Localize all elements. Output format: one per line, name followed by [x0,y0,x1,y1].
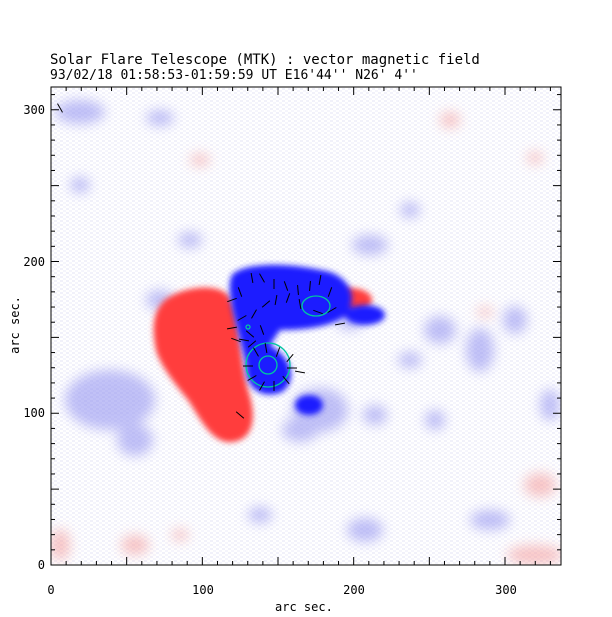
field-vector [264,342,268,354]
field-vector [261,300,271,308]
field-vector [57,103,63,113]
x-tick-label: 300 [495,583,517,597]
field-vector [259,325,265,335]
y-tick-label: 0 [38,558,45,572]
field-vector [247,375,257,381]
plot-subtitle: 93/02/18 01:58:53-01:59:59 UT E16'44'' N… [50,68,418,83]
field-vector [238,338,250,342]
field-vector [309,280,311,292]
field-vector [283,281,289,291]
x-tick-label: 0 [47,583,54,597]
x-tick-label: 200 [343,583,365,597]
field-vector [235,411,245,419]
field-vector [259,273,265,283]
field-vector [282,375,290,385]
field-vector [318,274,322,286]
field-vector [227,297,237,303]
transverse-field-vectors [57,103,346,419]
y-axis-label: arc sec. [7,296,22,354]
field-vector [251,309,257,319]
field-vector [247,340,257,348]
field-vector [237,315,247,321]
field-vector [285,293,291,303]
y-tick-label: 300 [23,103,45,117]
field-vector [294,370,306,374]
field-vector [231,337,241,343]
field-vector [275,347,281,357]
field-vector [334,322,346,326]
y-tick-label: 200 [23,255,45,269]
field-vector [237,287,243,297]
y-tick-label: 100 [23,406,45,420]
plot-frame [50,86,562,566]
x-tick-label: 100 [192,583,214,597]
field-vector [313,309,323,315]
field-vector [286,353,294,363]
field-contours [245,295,331,388]
field-vector [327,287,333,297]
field-vector [327,307,337,313]
field-vector [298,298,302,310]
field-vector [274,294,278,306]
x-axis-label: arc sec. [275,600,333,614]
field-vector [297,284,299,296]
plot-title: Solar Flare Telescope (MTK) : vector mag… [50,52,480,68]
field-vector [245,330,255,338]
field-vector [259,381,265,391]
field-vector [253,347,259,357]
axis-ticks [50,87,561,566]
field-vector [250,272,254,284]
field-vector [226,326,238,330]
